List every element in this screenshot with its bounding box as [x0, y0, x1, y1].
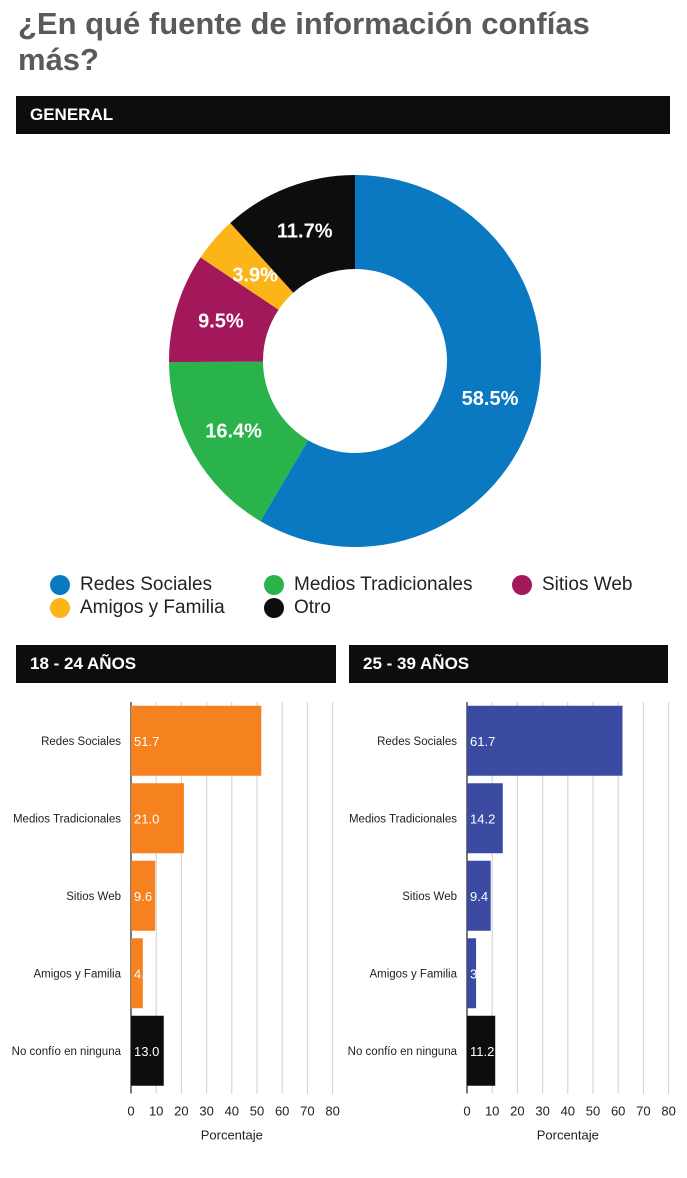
- donut-slice: [260, 175, 541, 547]
- slice-label: 9.5%: [198, 311, 244, 333]
- tick-label: 30: [535, 1104, 549, 1119]
- tick-label: 60: [275, 1104, 289, 1119]
- bar-chart-18-24: 0 10 20 30 40 50 60 70 80 Redes Sociales 51.7 Medio…: [12, 702, 340, 1143]
- bar: [131, 1015, 164, 1086]
- data-label: 9.6: [134, 889, 152, 904]
- tick-label: 40: [225, 1104, 239, 1119]
- category-label: No confío en ninguna: [348, 1046, 458, 1058]
- bar: [467, 860, 491, 931]
- tick-label: 50: [586, 1104, 600, 1119]
- bar: [131, 938, 143, 1009]
- data-label: 3.6: [470, 966, 488, 981]
- tick-label: 60: [611, 1104, 625, 1119]
- data-label: 61.7: [470, 734, 495, 749]
- tick-label: 10: [149, 1104, 163, 1119]
- tick-label: 50: [250, 1104, 264, 1119]
- bar: [131, 860, 156, 931]
- tick-label: 70: [300, 1104, 314, 1119]
- bar: [131, 705, 262, 776]
- tick-label: 20: [510, 1104, 524, 1119]
- tick-label: 0: [127, 1104, 134, 1119]
- category-label: Redes Sociales: [41, 736, 121, 748]
- tick-label: 80: [325, 1104, 339, 1119]
- legend-item-amigos-y-familia: Amigos y Familia: [50, 597, 225, 619]
- slice-label: 58.5%: [462, 388, 519, 410]
- data-label: 14.2: [470, 811, 495, 826]
- x-axis-label: Porcentaje: [201, 1128, 263, 1143]
- legend-item-sitios-web: Sitios Web: [512, 574, 632, 596]
- category-label: No confío en ninguna: [12, 1046, 122, 1058]
- tick-label: 80: [661, 1104, 675, 1119]
- category-label: Amigos y Familia: [369, 968, 457, 980]
- bar-chart-25-39: 0 10 20 30 40 50 60 70 80 Redes Sociales 61.7 Medio…: [348, 702, 676, 1143]
- tick-label: 20: [174, 1104, 188, 1119]
- category-label: Sitios Web: [402, 891, 457, 903]
- legend-swatch: [50, 575, 70, 595]
- age-25-39-header: 25 - 39 AÑOS: [349, 645, 668, 683]
- legend-label: Redes Sociales: [80, 574, 213, 595]
- data-label: 9.4: [470, 889, 488, 904]
- category-label: Medios Tradicionales: [13, 813, 121, 825]
- tick-label: 30: [199, 1104, 213, 1119]
- slice-label: 11.7%: [277, 220, 333, 242]
- bar: [467, 938, 477, 1009]
- donut-slice: [230, 175, 355, 293]
- donut-chart: 58.5% 16.4% 9.5% 3.9% 11.7%: [169, 175, 541, 547]
- legend-swatch: [512, 575, 532, 595]
- legend-item-medios-tradicionales: Medios Tradicionales: [264, 574, 472, 596]
- legend-swatch: [50, 598, 70, 618]
- tick-label: 40: [561, 1104, 575, 1119]
- legend-item-redes-sociales: Redes Sociales: [50, 574, 212, 596]
- page-title: ¿En qué fuente de información confías má…: [18, 6, 590, 77]
- bar: [131, 783, 184, 854]
- data-label: 21.0: [134, 811, 159, 826]
- donut-slice: [169, 361, 309, 522]
- data-label: 11.2: [470, 1044, 494, 1059]
- tick-label: 10: [485, 1104, 499, 1119]
- general-header: GENERAL: [16, 96, 670, 134]
- legend-label: Sitios Web: [542, 574, 633, 595]
- slice-label: 16.4%: [205, 421, 262, 443]
- category-label: Sitios Web: [66, 891, 121, 903]
- legend-label: Otro: [294, 597, 331, 618]
- data-label: 4.7: [134, 966, 152, 981]
- legend-swatch: [264, 575, 284, 595]
- data-label: 51.7: [134, 734, 159, 749]
- donut-slice: [200, 223, 294, 310]
- data-label: 13.0: [134, 1044, 159, 1059]
- age-18-24-header: 18 - 24 AÑOS: [16, 645, 336, 683]
- category-label: Amigos y Familia: [33, 968, 121, 980]
- category-label: Medios Tradicionales: [349, 813, 457, 825]
- slice-label: 3.9%: [232, 265, 278, 287]
- donut-slice: [169, 257, 279, 363]
- bar: [467, 705, 623, 776]
- tick-label: 0: [463, 1104, 470, 1119]
- legend-label: Medios Tradicionales: [294, 574, 473, 595]
- legend-label: Amigos y Familia: [80, 597, 225, 618]
- bar: [467, 1015, 496, 1086]
- bar: [467, 783, 503, 854]
- tick-label: 70: [636, 1104, 650, 1119]
- legend-swatch: [264, 598, 284, 618]
- category-label: Redes Sociales: [377, 736, 457, 748]
- x-axis-label: Porcentaje: [537, 1128, 599, 1143]
- legend-item-otro: Otro: [264, 597, 331, 619]
